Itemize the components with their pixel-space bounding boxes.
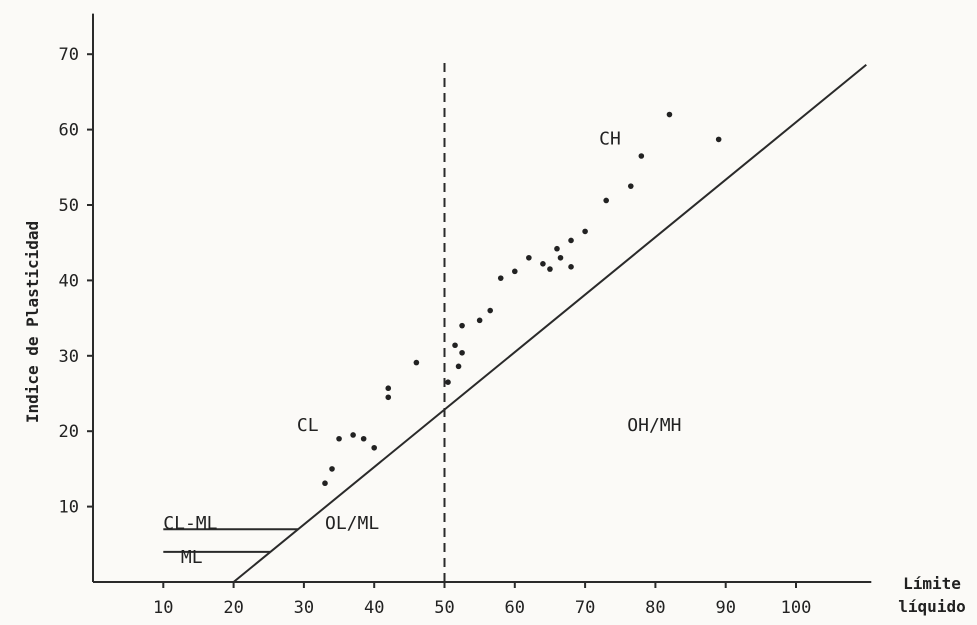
y-tick-label: 20 [59, 422, 79, 442]
x-tick-label: 30 [294, 598, 314, 618]
data-point [385, 394, 392, 401]
region-label-oh-mh: OH/MH [627, 415, 681, 436]
data-point [547, 266, 553, 272]
y-axis-title: Indice de Plasticidad [23, 221, 42, 423]
region-label-cl-ml: CL-ML [163, 513, 217, 534]
data-point [512, 268, 518, 275]
data-point [557, 254, 564, 261]
data-point [638, 153, 645, 159]
x-tick-label: 70 [575, 598, 595, 618]
x-tick-label: 80 [645, 598, 665, 618]
x-tick-label: 90 [715, 598, 735, 618]
data-point [413, 359, 420, 366]
region-label-ol-ml: OL/ML [325, 513, 379, 534]
region-label-ch: CH [599, 129, 621, 150]
data-point [360, 435, 367, 442]
data-point [497, 275, 504, 281]
data-point [476, 317, 483, 324]
data-point [715, 136, 722, 143]
data-point [666, 111, 673, 118]
data-point [455, 363, 462, 370]
data-point [603, 197, 609, 204]
y-tick-label: 50 [59, 196, 79, 216]
y-tick-label: 70 [59, 45, 79, 65]
x-tick-label: 40 [364, 598, 384, 618]
y-tick-label: 40 [59, 271, 79, 291]
data-point [582, 228, 588, 235]
data-point [627, 183, 634, 189]
y-tick-label: 60 [59, 121, 79, 141]
x-tick-label: 100 [781, 598, 812, 618]
data-point [329, 466, 335, 472]
data-point [350, 432, 356, 438]
x-tick-label: 20 [223, 598, 243, 618]
a-line [232, 63, 867, 583]
data-point [568, 264, 574, 270]
data-point [568, 237, 574, 244]
x-tick-label: 50 [434, 598, 454, 618]
data-point [336, 435, 342, 442]
x-axis-title-line1: Límite [903, 574, 961, 593]
data-point [322, 480, 328, 487]
data-point [526, 254, 532, 261]
data-point [540, 261, 546, 267]
data-point [459, 349, 465, 356]
region-label-cl: CL [297, 415, 319, 436]
y-tick-label: 10 [59, 498, 79, 518]
data-point [487, 307, 493, 314]
y-tick-label: 30 [59, 347, 79, 367]
data-point [459, 322, 465, 329]
x-axis-title-line2: líquido [898, 597, 965, 616]
data-point [452, 342, 458, 349]
x-tick-label: 10 [153, 598, 173, 618]
data-point [445, 379, 451, 385]
region-label-ml: ML [181, 547, 203, 568]
data-point [371, 444, 378, 451]
data-point [385, 385, 392, 392]
x-tick-label: 60 [505, 598, 525, 618]
data-point [554, 245, 560, 252]
